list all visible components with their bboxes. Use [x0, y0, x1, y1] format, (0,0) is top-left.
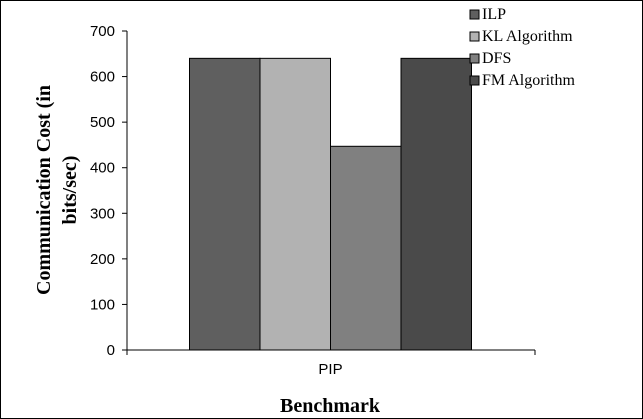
- x-tick-label: PIP: [318, 361, 342, 378]
- legend-label: DFS: [482, 50, 511, 67]
- y-tick-label: 200: [90, 251, 115, 268]
- y-axis-title: Communication Cost (in bits/sec): [33, 85, 81, 295]
- legend-swatch: [469, 31, 480, 42]
- y-tick-label: 500: [90, 114, 115, 131]
- bar-dfs: [330, 145, 402, 351]
- y-axis-title-line: bits/sec): [59, 156, 81, 225]
- legend-label: ILP: [482, 6, 506, 23]
- bar-kl-algorithm: [259, 57, 331, 351]
- y-tick-label: 400: [90, 160, 115, 177]
- bar-fm-algorithm: [400, 57, 472, 351]
- legend-swatch: [469, 75, 480, 86]
- legend: ILP KL Algorithm DFS FM Algorithm: [469, 6, 575, 89]
- y-tick-label: 0: [107, 342, 115, 359]
- legend-swatch: [469, 53, 480, 64]
- y-tick-label: 700: [90, 23, 115, 40]
- x-axis-title: Benchmark: [280, 395, 381, 417]
- x-axis: PIP: [126, 349, 536, 378]
- y-axis: 0 100 200 300 400 500 600 700: [90, 23, 128, 359]
- bars: [189, 57, 472, 351]
- legend-swatch: [469, 9, 480, 20]
- y-axis-title-line: Communication Cost (in: [33, 85, 55, 295]
- y-tick-label: 300: [90, 205, 115, 222]
- legend-label: KL Algorithm: [482, 28, 573, 45]
- legend-label: FM Algorithm: [482, 72, 575, 89]
- bar-ilp: [189, 57, 261, 351]
- y-tick-label: 600: [90, 69, 115, 86]
- y-tick-label: 100: [90, 296, 115, 313]
